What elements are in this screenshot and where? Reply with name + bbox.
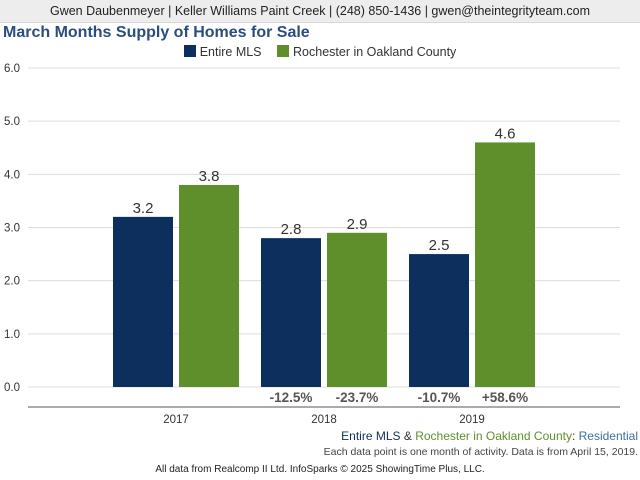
y-tick-label: 2.0 xyxy=(4,276,20,288)
legend-label-rochester: Rochester in Oakland County xyxy=(293,45,457,59)
data-label-1-2019: 4.6 xyxy=(495,125,516,142)
x-tick-label-2017: 2017 xyxy=(163,414,189,426)
data-label-1-2017: 3.8 xyxy=(199,168,220,185)
legend-label-entire-mls: Entire MLS xyxy=(199,45,262,59)
bar-0-2017 xyxy=(113,216,173,387)
y-tick-label: 0.0 xyxy=(4,382,20,394)
chart-legend: Entire MLS Rochester in Oakland County xyxy=(0,45,640,59)
footer-colon: : xyxy=(571,429,579,443)
bar-1-2019 xyxy=(475,142,535,387)
footer-series-b: Rochester in Oakland County xyxy=(415,429,572,443)
contact-header: Gwen Daubenmeyer | Keller Williams Paint… xyxy=(0,0,640,23)
legend-item-entire-mls[interactable]: Entire MLS xyxy=(183,45,262,59)
data-label-0-2018: 2.8 xyxy=(281,221,302,238)
y-tick-label: 3.0 xyxy=(4,223,20,235)
footer-series-line: Entire MLS & Rochester in Oakland County… xyxy=(341,429,638,443)
data-label-1-2018: 2.9 xyxy=(347,216,368,233)
percent-change-1-2019: +58.6% xyxy=(482,390,528,405)
percent-change-0-2019: -10.7% xyxy=(418,390,461,405)
bar-0-2018 xyxy=(261,238,321,387)
percent-change-0-2018: -12.5% xyxy=(270,390,313,405)
x-tick-label-2019: 2019 xyxy=(459,414,485,426)
legend-swatch-rochester xyxy=(277,45,290,57)
chart-title: March Months Supply of Homes for Sale xyxy=(3,24,310,41)
x-tick-label-2018: 2018 xyxy=(311,414,337,426)
y-tick-label: 4.0 xyxy=(4,169,20,181)
y-tick-label: 5.0 xyxy=(4,116,20,128)
footer-series-a: Entire MLS xyxy=(341,429,401,443)
data-label-0-2017: 3.2 xyxy=(133,200,154,217)
bar-1-2017 xyxy=(179,184,239,387)
footer-property-type: Residential xyxy=(578,429,638,443)
y-tick-label: 1.0 xyxy=(4,329,20,341)
bar-1-2018 xyxy=(327,232,387,387)
legend-swatch-entire-mls xyxy=(183,45,196,57)
data-label-0-2019: 2.5 xyxy=(429,237,450,254)
y-tick-label: 6.0 xyxy=(4,63,20,75)
bar-0-2019 xyxy=(409,254,469,387)
legend-item-rochester[interactable]: Rochester in Oakland County xyxy=(277,45,456,59)
footer-credit: All data from Realcomp II Ltd. InfoSpark… xyxy=(155,464,485,475)
contact-line: Gwen Daubenmeyer | Keller Williams Paint… xyxy=(49,4,591,18)
footer-note: Each data point is one month of activity… xyxy=(323,446,638,458)
percent-change-1-2018: -23.7% xyxy=(336,390,379,405)
footer-amp: & xyxy=(400,429,416,443)
